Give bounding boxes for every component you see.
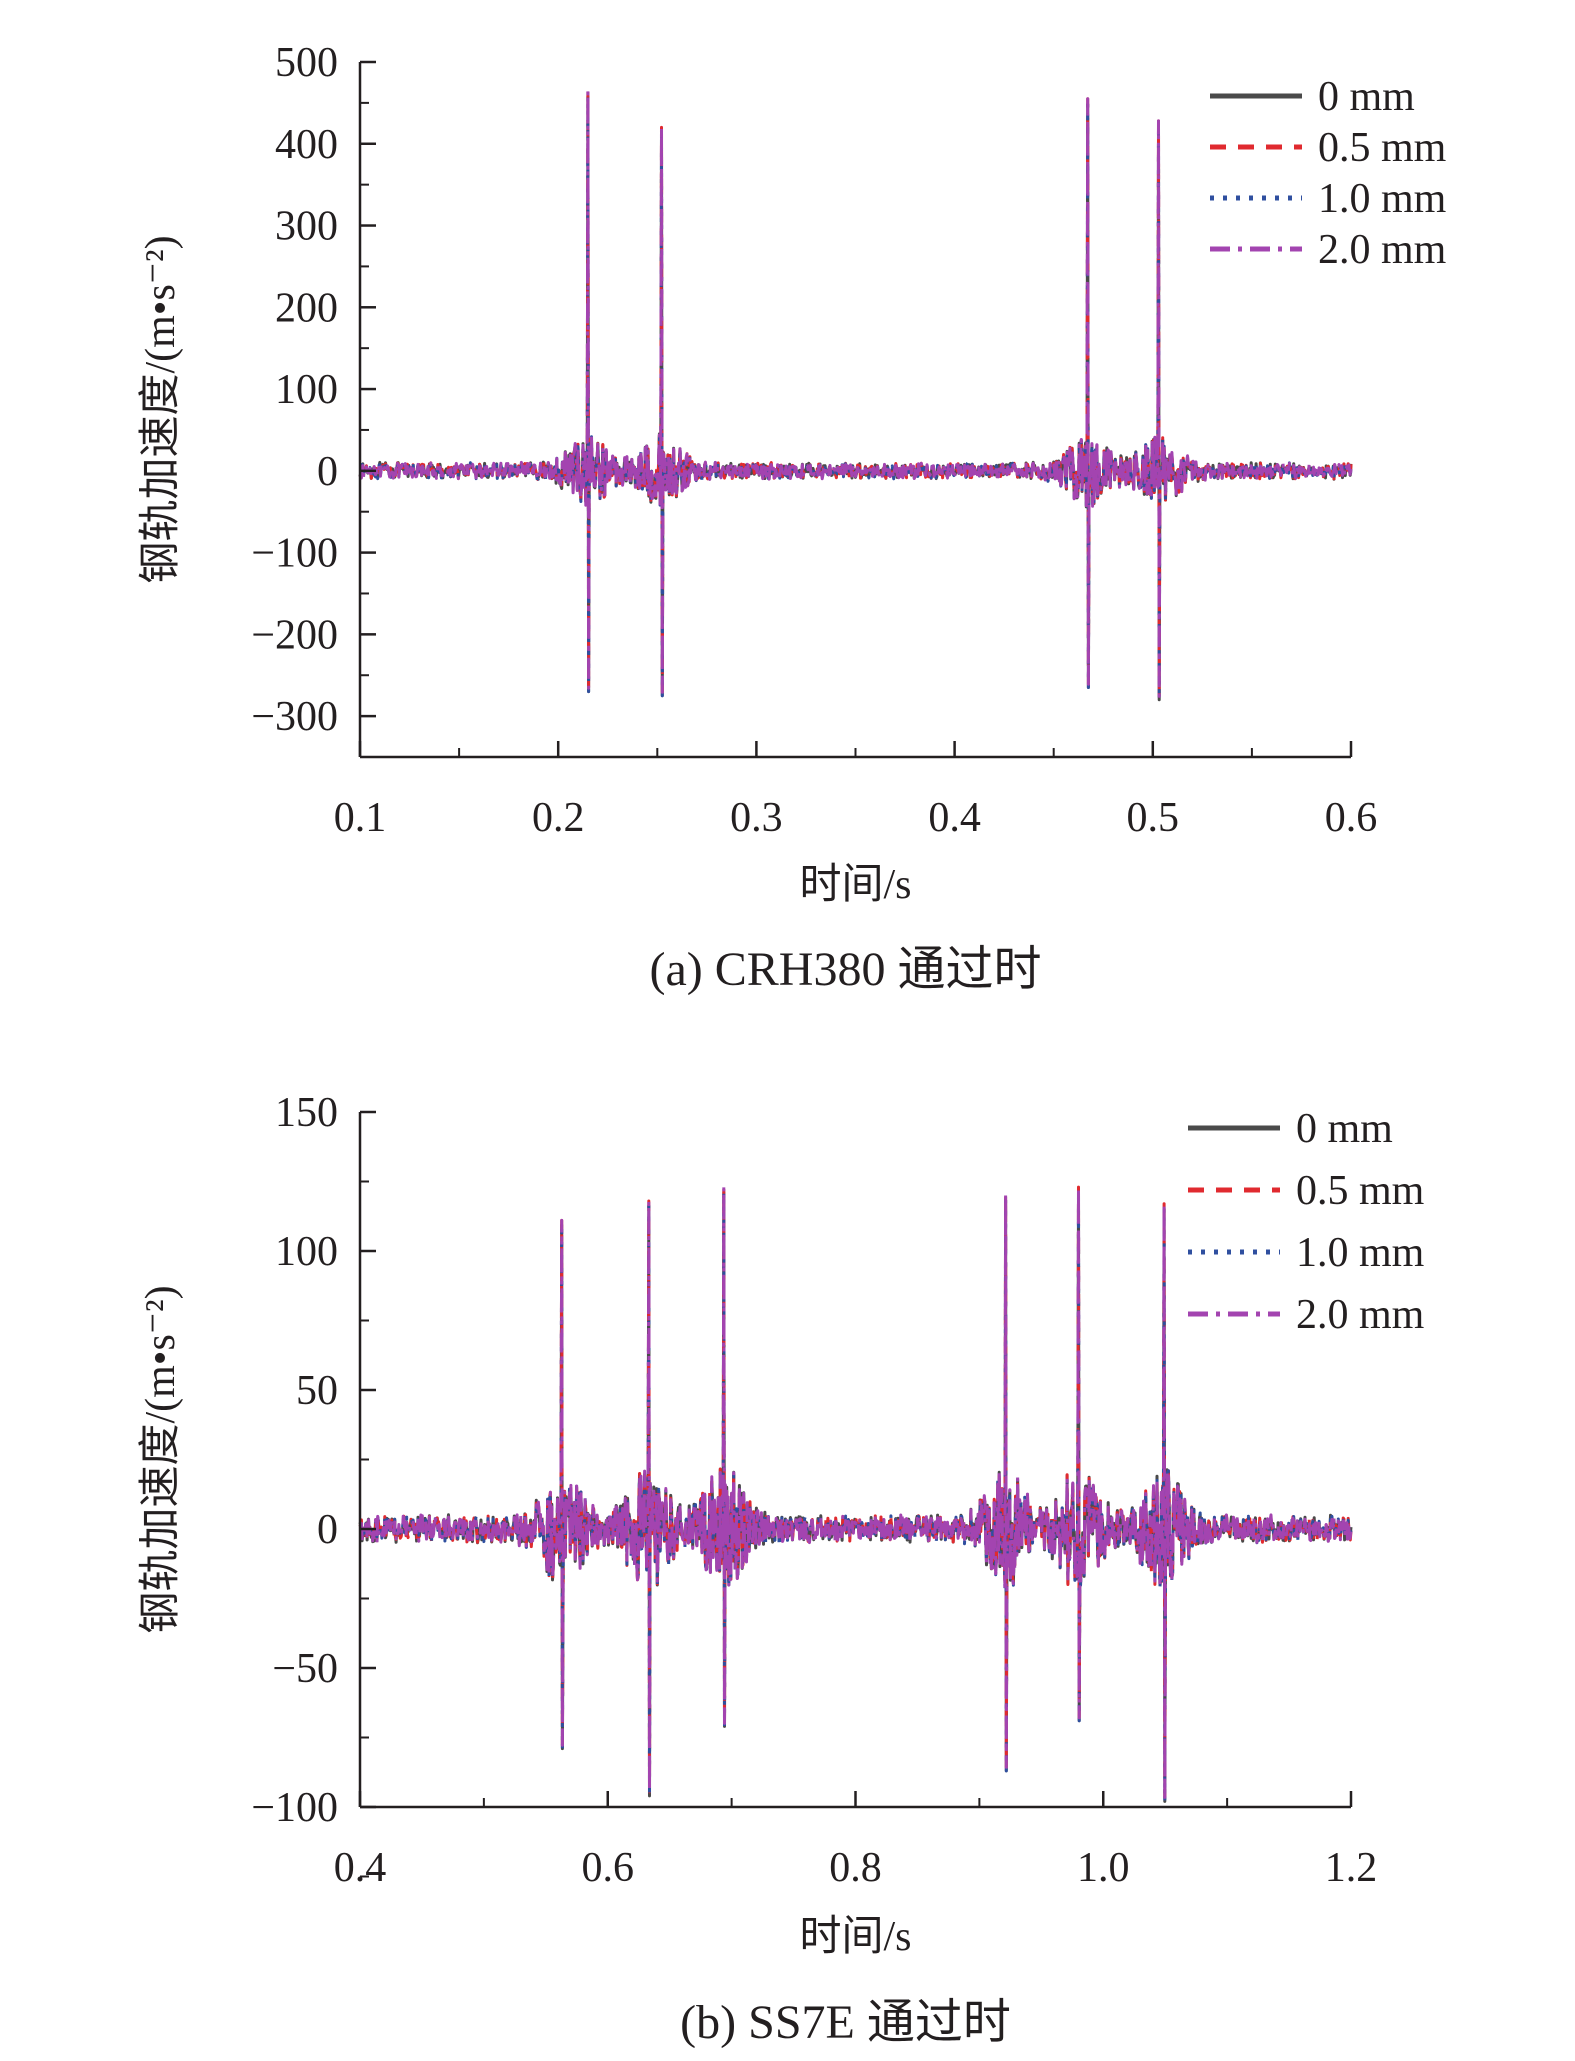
legend-label: 1.0 mm (1318, 176, 1447, 222)
y-tick-label: 500 (275, 40, 338, 86)
chart-a: 500 400 300 200 100 0 −100 −200 −300 0.1 0.2 0.3 0.4… (138, 40, 1447, 996)
legend: 0 mm 0.5 mm 1.0 mm 2.0 mm (1210, 74, 1447, 273)
series-line-0-5-mm (358, 89, 1353, 698)
y-tick-label: −300 (251, 694, 338, 740)
legend: 0 mm 0.5 mm 1.0 mm 2.0 mm (1188, 1106, 1425, 1338)
x-tick-label: 1.2 (1325, 1845, 1378, 1891)
legend-label: 2.0 mm (1318, 227, 1447, 273)
chart-caption: (a) CRH380 通过时 (650, 943, 1042, 996)
series-line-0-mm (358, 94, 1353, 702)
x-axis-label: 时间/s (799, 862, 911, 908)
y-tick-label: 50 (296, 1368, 338, 1414)
y-tick-label: −100 (251, 531, 338, 577)
x-tick-label: 0.6 (582, 1845, 635, 1891)
series-line-2-0-mm (359, 1185, 1353, 1799)
y-tick-label: 0 (317, 1507, 338, 1553)
legend-label: 2.0 mm (1296, 1292, 1425, 1338)
y-tick-label: −200 (251, 612, 338, 658)
series-line-0-mm (358, 1190, 1353, 1803)
legend-label: 0.5 mm (1318, 125, 1447, 171)
x-tick-label: 0.4 (334, 1845, 387, 1891)
x-tick-label: 0.2 (532, 795, 585, 841)
y-tick-label: 200 (275, 285, 338, 331)
series-line-1-0-mm (358, 94, 1353, 702)
series-line-1-0-mm (358, 1190, 1353, 1803)
x-tick-label: 0.1 (334, 795, 387, 841)
y-tick-label: 0 (317, 449, 338, 495)
x-tick-label: 1.0 (1077, 1845, 1130, 1891)
legend-label: 0 mm (1318, 74, 1415, 120)
chart-b: 150 100 50 0 −50 −100 0.4 0.6 0.8 1.0 1.2 时间/s 钢轨加速度… (138, 1090, 1425, 2049)
x-axis-label: 时间/s (799, 1914, 911, 1960)
y-axis-label: 钢轨加速度/(m•s⁻²) (138, 1285, 184, 1633)
y-tick-label: 400 (275, 122, 338, 168)
x-tick-label: 0.6 (1325, 795, 1378, 841)
y-tick-label: 150 (275, 1090, 338, 1136)
chart-caption: (b) SS7E 通过时 (680, 1996, 1011, 2049)
x-tick-label: 0.5 (1127, 795, 1180, 841)
series-line-2-0-mm (358, 89, 1353, 698)
legend-label: 1.0 mm (1296, 1230, 1425, 1276)
legend-label: 0 mm (1296, 1106, 1393, 1152)
y-tick-label: 100 (275, 367, 338, 413)
legend-label: 0.5 mm (1296, 1168, 1425, 1214)
y-tick-label: −100 (251, 1785, 338, 1831)
x-tick-label: 0.3 (730, 795, 783, 841)
x-tick-label: 0.8 (829, 1845, 882, 1891)
y-tick-label: 300 (275, 204, 338, 250)
y-axis-label: 钢轨加速度/(m•s⁻²) (138, 235, 184, 583)
x-tick-label: 0.4 (928, 795, 981, 841)
series-line-0-5-mm (358, 1185, 1353, 1799)
y-tick-label: 100 (275, 1229, 338, 1275)
y-tick-label: −50 (272, 1646, 338, 1692)
